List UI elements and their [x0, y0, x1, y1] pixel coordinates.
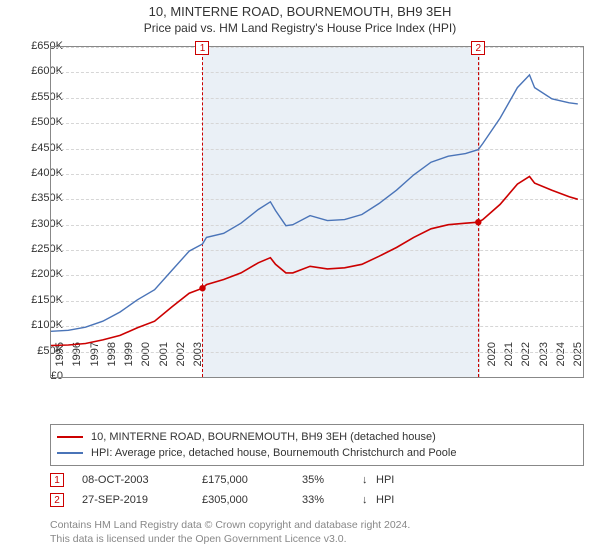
footer-line-2: This data is licensed under the Open Gov…: [50, 532, 584, 546]
sale-2-vs: HPI: [376, 494, 394, 506]
legend-label-hpi: HPI: Average price, detached house, Bour…: [91, 447, 456, 459]
series-hpi: [51, 75, 578, 331]
footer-line-1: Contains HM Land Registry data © Crown c…: [50, 518, 584, 532]
sale-1-pct: 35%: [302, 474, 362, 486]
legend-swatch-hpi: [57, 452, 83, 454]
sale-marker-box: 2: [471, 41, 485, 55]
sales-table: 1 08-OCT-2003 £175,000 35% ↓ HPI 2 27-SE…: [50, 470, 584, 510]
title-block: 10, MINTERNE ROAD, BOURNEMOUTH, BH9 3EH …: [0, 0, 600, 35]
line-plot-svg: [51, 47, 583, 377]
chart-title-address: 10, MINTERNE ROAD, BOURNEMOUTH, BH9 3EH: [0, 4, 600, 19]
legend-row-hpi: HPI: Average price, detached house, Bour…: [57, 445, 577, 461]
footer-attribution: Contains HM Land Registry data © Crown c…: [50, 518, 584, 546]
sale-2-price: £305,000: [202, 494, 302, 506]
sale-1-vs: HPI: [376, 474, 394, 486]
sale-1-date: 08-OCT-2003: [82, 474, 202, 486]
chart-title-sub: Price paid vs. HM Land Registry's House …: [0, 21, 600, 35]
series-property: [51, 177, 578, 346]
sale-1-price: £175,000: [202, 474, 302, 486]
sale-row-2: 2 27-SEP-2019 £305,000 33% ↓ HPI: [50, 490, 584, 510]
legend-swatch-property: [57, 436, 83, 438]
chart-container: 10, MINTERNE ROAD, BOURNEMOUTH, BH9 3EH …: [0, 0, 600, 560]
sale-2-date: 27-SEP-2019: [82, 494, 202, 506]
plot-area: 12: [50, 46, 584, 378]
sale-marker-2-icon: 2: [50, 493, 64, 507]
sale-marker-dot: [199, 285, 205, 291]
legend-label-property: 10, MINTERNE ROAD, BOURNEMOUTH, BH9 3EH …: [91, 431, 436, 443]
sale-marker-dot: [475, 219, 481, 225]
sale-row-1: 1 08-OCT-2003 £175,000 35% ↓ HPI: [50, 470, 584, 490]
legend-row-property: 10, MINTERNE ROAD, BOURNEMOUTH, BH9 3EH …: [57, 429, 577, 445]
sale-marker-box: 1: [195, 41, 209, 55]
sale-marker-1-icon: 1: [50, 473, 64, 487]
legend: 10, MINTERNE ROAD, BOURNEMOUTH, BH9 3EH …: [50, 424, 584, 466]
sale-2-pct: 33%: [302, 494, 362, 506]
down-arrow-icon: ↓: [362, 474, 376, 486]
down-arrow-icon: ↓: [362, 494, 376, 506]
